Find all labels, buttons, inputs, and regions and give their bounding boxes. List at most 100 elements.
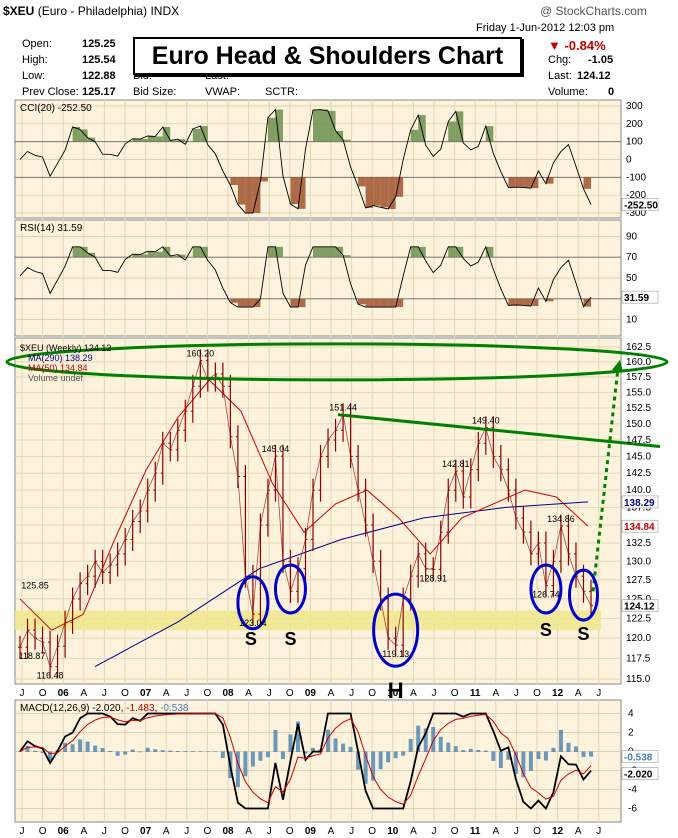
macd-histogram-bar (311, 747, 316, 752)
macd-label-sep: , (155, 703, 161, 714)
price-peak-label: 145.04 (262, 444, 290, 454)
price-peak-label: 160.20 (187, 349, 215, 359)
macd-main-tag-bg (621, 767, 659, 780)
rsi-tick-label: 90 (626, 231, 638, 242)
x-tick-label: A (245, 688, 252, 699)
price-panel (14, 337, 622, 685)
rsi-last-tag-bg (621, 290, 659, 304)
macd-histogram-bar (341, 743, 346, 752)
macd-histogram-bar (333, 738, 338, 752)
x-tick-label-bottom: O (451, 826, 459, 837)
cci-positive-fill (177, 139, 186, 142)
x-tick-label-bottom: 08 (222, 826, 234, 837)
x-tick-label-bottom: O (204, 826, 212, 837)
rsi-last-tag: 31.59 (624, 293, 649, 304)
macd-histogram-bar (243, 751, 248, 777)
price-tick-label: 122.5 (626, 613, 651, 624)
price-tick-label: 145.0 (626, 451, 651, 462)
cci-positive-fill (147, 136, 156, 142)
macd-histogram-bar (265, 751, 270, 758)
cci-positive-fill (410, 129, 419, 142)
macd-histogram-bar (416, 725, 421, 752)
macd-panel (14, 699, 622, 823)
volume-label: Volume: (548, 86, 588, 98)
x-tick-label-bottom: A (163, 826, 170, 837)
open-value: 125.25 (82, 38, 116, 50)
x-tick-label: O (39, 688, 47, 699)
cci-positive-fill (448, 121, 456, 142)
pattern-letter-h: H (388, 678, 404, 703)
macd-histogram-bar (521, 751, 526, 778)
x-tick-label: 07 (140, 688, 152, 699)
price-tick-label: 160.0 (626, 357, 651, 368)
macd-histogram-bar (280, 751, 285, 759)
rsi-negative-fill (388, 298, 396, 308)
x-tick-label: 12 (552, 688, 564, 699)
rsi-positive-fill (267, 246, 276, 258)
target-arrow (591, 367, 620, 592)
rsi-positive-fill (313, 246, 321, 258)
macd-histogram-bar (85, 741, 90, 752)
macd-histogram-bar (589, 751, 593, 757)
price-peak-label: 123.04 (239, 618, 267, 628)
right-shoulder-1-circle (529, 563, 563, 615)
exchange: INDX (150, 4, 180, 18)
cci-positive-fill (485, 126, 494, 142)
ma50-line (19, 379, 589, 631)
cci-negative-fill (395, 177, 404, 197)
macd-histogram-bar (513, 751, 518, 774)
rsi-positive-fill (132, 254, 141, 258)
x-tick-label-bottom: J (184, 826, 189, 837)
macd-histogram-bar (130, 749, 135, 752)
cci-negative-fill (515, 177, 524, 188)
macd-histogram-bar (205, 751, 210, 752)
price-peak-label: 142.81 (442, 459, 470, 469)
rsi-negative-fill (545, 298, 554, 302)
symbol-name: (Euro - Philadelphia) (37, 4, 148, 18)
macd-histogram-bar (123, 751, 128, 755)
cci-tick-label: -200 (626, 190, 646, 201)
x-tick-label: O (451, 688, 459, 699)
macd-histogram-bar (258, 751, 263, 761)
rsi-label: RSI(14) 31.59 (20, 223, 83, 234)
x-tick-label: J (349, 688, 354, 699)
pattern-letter-s: S (284, 629, 296, 649)
x-tick-label-bottom: O (121, 826, 129, 837)
rsi-positive-fill (418, 246, 426, 258)
bid-size-label: Bid Size: (133, 86, 177, 98)
rsi-negative-fill (373, 298, 381, 308)
macd-histogram-bar (491, 751, 496, 761)
macd-histogram-bar (198, 751, 203, 752)
cci-positive-fill (132, 138, 141, 142)
price-peak-label: 118.87 (19, 651, 46, 661)
macd-histogram-bar (175, 751, 180, 752)
high-value: 125.54 (82, 54, 116, 66)
x-tick-label: 08 (222, 688, 234, 699)
x-tick-label-bottom: J (432, 826, 437, 837)
x-tick-label-bottom: 09 (305, 826, 317, 837)
macd-histogram-bar (273, 730, 278, 752)
cci-negative-fill (252, 177, 261, 213)
rsi-positive-fill (448, 246, 456, 258)
x-tick-label: A (575, 688, 582, 699)
macd-histogram-bar (183, 751, 188, 752)
low-label: Low: (22, 70, 46, 82)
top-ellipse (5, 342, 669, 382)
x-tick-label: J (102, 688, 107, 699)
macd-histogram-bar (33, 750, 38, 752)
legend-volume: Volume undef (28, 373, 84, 383)
macd-histogram-bar (431, 727, 436, 752)
vwap-label: VWAP: (205, 86, 241, 98)
pattern-letter-s: S (540, 620, 552, 640)
price-peak-label: 126.74 (532, 590, 560, 600)
legend-ma50: MA(50) 134.84 (28, 363, 88, 373)
cci-negative-fill (508, 177, 516, 188)
rsi-positive-fill (140, 254, 148, 258)
tag-ma290: 138.29 (624, 498, 655, 509)
x-tick-label: J (184, 688, 189, 699)
macd-histogram-bar (543, 751, 548, 761)
macd-histogram-bar (483, 750, 488, 752)
tag-ma50-bg (621, 519, 659, 533)
rsi-positive-fill (320, 246, 329, 258)
